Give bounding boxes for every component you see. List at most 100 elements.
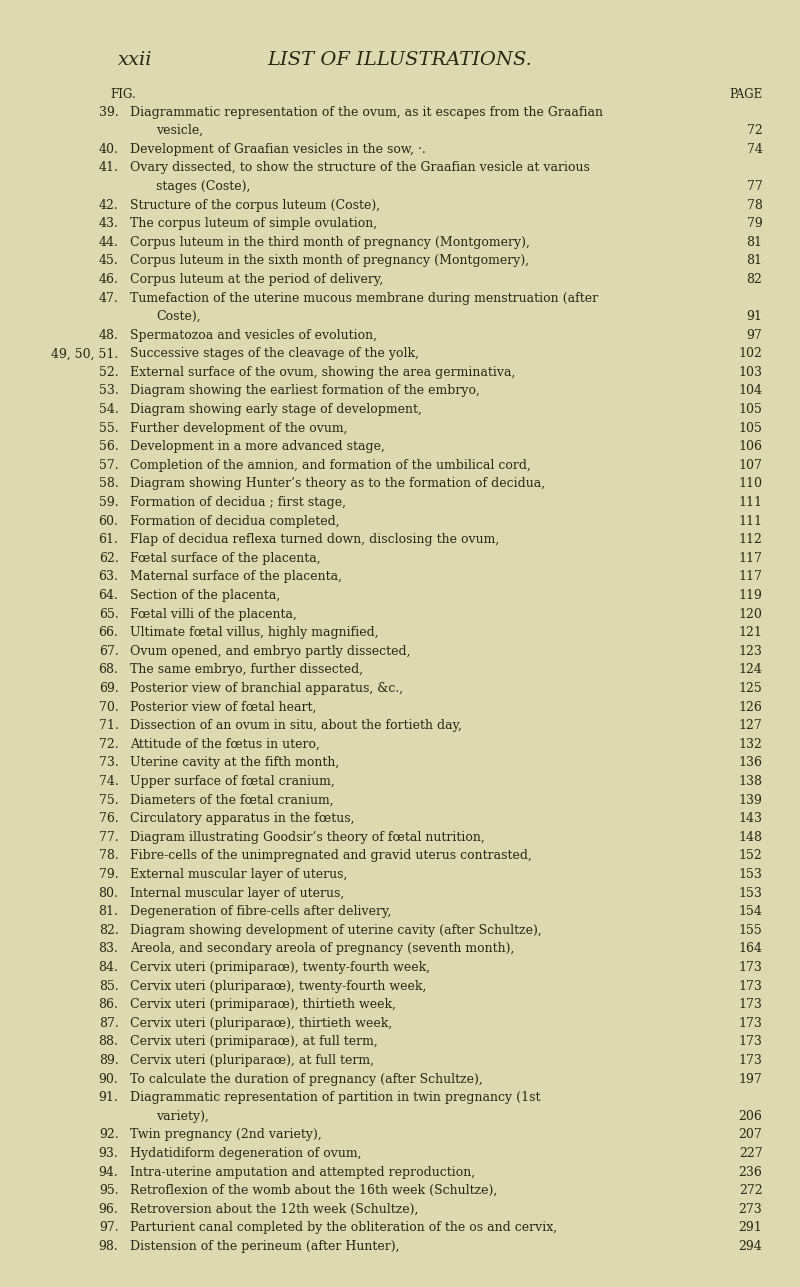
Text: External surface of the ovum, showing the area germinativa,: External surface of the ovum, showing th… (130, 366, 516, 378)
Text: 90.: 90. (98, 1072, 118, 1086)
Text: 60.: 60. (98, 515, 118, 528)
Text: 92.: 92. (98, 1129, 118, 1142)
Text: 67.: 67. (98, 645, 118, 658)
Text: Flap of decidua reflexa turned down, disclosing the ovum,: Flap of decidua reflexa turned down, dis… (130, 533, 500, 546)
Text: 155: 155 (738, 924, 762, 937)
Text: variety),: variety), (156, 1109, 209, 1122)
Text: 111: 111 (738, 515, 762, 528)
Text: 79: 79 (746, 218, 762, 230)
Text: 173: 173 (738, 979, 762, 992)
Text: Degeneration of fibre-cells after delivery,: Degeneration of fibre-cells after delive… (130, 905, 392, 918)
Text: Cervix uteri (pluriparaœ), twenty-fourth week,: Cervix uteri (pluriparaœ), twenty-fourth… (130, 979, 426, 992)
Text: 52.: 52. (98, 366, 118, 378)
Text: The corpus luteum of simple ovulation,: The corpus luteum of simple ovulation, (130, 218, 378, 230)
Text: 81.: 81. (98, 905, 118, 918)
Text: 77: 77 (746, 180, 762, 193)
Text: 58.: 58. (98, 477, 118, 490)
Text: Fibre-cells of the unimpregnated and gravid uterus contrasted,: Fibre-cells of the unimpregnated and gra… (130, 849, 532, 862)
Text: 82: 82 (746, 273, 762, 286)
Text: 97.: 97. (98, 1221, 118, 1234)
Text: 103: 103 (738, 366, 762, 378)
Text: FIG.: FIG. (110, 88, 136, 100)
Text: 63.: 63. (98, 570, 118, 583)
Text: 206: 206 (738, 1109, 762, 1122)
Text: 104: 104 (738, 385, 762, 398)
Text: 273: 273 (738, 1203, 762, 1216)
Text: Cervix uteri (pluriparaœ), thirtieth week,: Cervix uteri (pluriparaœ), thirtieth wee… (130, 1017, 393, 1030)
Text: 112: 112 (738, 533, 762, 546)
Text: Diagram illustrating Goodsir’s theory of fœtal nutrition,: Diagram illustrating Goodsir’s theory of… (130, 831, 485, 844)
Text: 45.: 45. (98, 255, 118, 268)
Text: Retroversion about the 12th week (Schultze),: Retroversion about the 12th week (Schult… (130, 1203, 418, 1216)
Text: Parturient canal completed by the obliteration of the os and cervix,: Parturient canal completed by the oblite… (130, 1221, 558, 1234)
Text: 106: 106 (738, 440, 762, 453)
Text: Completion of the amnion, and formation of the umbilical cord,: Completion of the amnion, and formation … (130, 459, 531, 472)
Text: vesicle,: vesicle, (156, 124, 203, 138)
Text: 64.: 64. (98, 589, 118, 602)
Text: 75.: 75. (98, 794, 118, 807)
Text: Diagrammatic representation of partition in twin pregnancy (1st: Diagrammatic representation of partition… (130, 1091, 541, 1104)
Text: 94.: 94. (98, 1166, 118, 1179)
Text: 291: 291 (738, 1221, 762, 1234)
Text: 111: 111 (738, 495, 762, 510)
Text: 72.: 72. (98, 737, 118, 750)
Text: Ultimate fœtal villus, highly magnified,: Ultimate fœtal villus, highly magnified, (130, 627, 379, 640)
Text: stages (Coste),: stages (Coste), (156, 180, 250, 193)
Text: Corpus luteum in the third month of pregnancy (Montgomery),: Corpus luteum in the third month of preg… (130, 236, 530, 248)
Text: 127: 127 (738, 719, 762, 732)
Text: 49, 50, 51.: 49, 50, 51. (51, 347, 118, 360)
Text: 73.: 73. (98, 757, 118, 770)
Text: 125: 125 (738, 682, 762, 695)
Text: 69.: 69. (98, 682, 118, 695)
Text: 70.: 70. (98, 700, 118, 714)
Text: 74.: 74. (98, 775, 118, 788)
Text: Cervix uteri (pluriparaœ), at full term,: Cervix uteri (pluriparaœ), at full term, (130, 1054, 374, 1067)
Text: PAGE: PAGE (729, 88, 762, 100)
Text: 120: 120 (738, 607, 762, 620)
Text: 102: 102 (738, 347, 762, 360)
Text: 107: 107 (738, 459, 762, 472)
Text: 97: 97 (746, 328, 762, 342)
Text: 40.: 40. (98, 143, 118, 156)
Text: 48.: 48. (98, 328, 118, 342)
Text: External muscular layer of uterus,: External muscular layer of uterus, (130, 867, 348, 882)
Text: 62.: 62. (98, 552, 118, 565)
Text: Development in a more advanced stage,: Development in a more advanced stage, (130, 440, 386, 453)
Text: Areola, and secondary areola of pregnancy (seventh month),: Areola, and secondary areola of pregnanc… (130, 942, 514, 955)
Text: 81: 81 (746, 255, 762, 268)
Text: Diagram showing early stage of development,: Diagram showing early stage of developme… (130, 403, 422, 416)
Text: 83.: 83. (98, 942, 118, 955)
Text: Cervix uteri (primiparaœ), at full term,: Cervix uteri (primiparaœ), at full term, (130, 1035, 378, 1049)
Text: 105: 105 (738, 422, 762, 435)
Text: 93.: 93. (98, 1147, 118, 1160)
Text: Structure of the corpus luteum (Coste),: Structure of the corpus luteum (Coste), (130, 198, 381, 211)
Text: 74: 74 (746, 143, 762, 156)
Text: 78.: 78. (98, 849, 118, 862)
Text: Cervix uteri (primiparaœ), twenty-fourth week,: Cervix uteri (primiparaœ), twenty-fourth… (130, 961, 430, 974)
Text: 76.: 76. (98, 812, 118, 825)
Text: 71.: 71. (98, 719, 118, 732)
Text: 236: 236 (738, 1166, 762, 1179)
Text: Further development of the ovum,: Further development of the ovum, (130, 422, 348, 435)
Text: Fœtal surface of the placenta,: Fœtal surface of the placenta, (130, 552, 321, 565)
Text: 173: 173 (738, 1035, 762, 1049)
Text: 81: 81 (746, 236, 762, 248)
Text: Diameters of the fœtal cranium,: Diameters of the fœtal cranium, (130, 794, 334, 807)
Text: 227: 227 (738, 1147, 762, 1160)
Text: 66.: 66. (98, 627, 118, 640)
Text: 119: 119 (738, 589, 762, 602)
Text: 154: 154 (738, 905, 762, 918)
Text: To calculate the duration of pregnancy (after Schultze),: To calculate the duration of pregnancy (… (130, 1072, 483, 1086)
Text: 55.: 55. (98, 422, 118, 435)
Text: The same embryo, further dissected,: The same embryo, further dissected, (130, 663, 363, 677)
Text: 78: 78 (746, 198, 762, 211)
Text: 56.: 56. (98, 440, 118, 453)
Text: 42.: 42. (98, 198, 118, 211)
Text: 148: 148 (738, 831, 762, 844)
Text: Corpus luteum at the period of delivery,: Corpus luteum at the period of delivery, (130, 273, 384, 286)
Text: Intra-uterine amputation and attempted reproduction,: Intra-uterine amputation and attempted r… (130, 1166, 475, 1179)
Text: 95.: 95. (98, 1184, 118, 1197)
Text: 57.: 57. (98, 459, 118, 472)
Text: 105: 105 (738, 403, 762, 416)
Text: Uterine cavity at the fifth month,: Uterine cavity at the fifth month, (130, 757, 340, 770)
